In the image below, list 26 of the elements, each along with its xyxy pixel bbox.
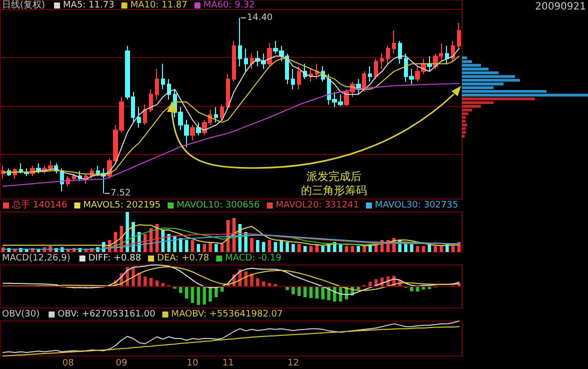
x-tick-label: 11 [222,358,234,368]
legend-label: MA60: 9.32 [203,0,255,10]
annotation: 7.52 [110,188,131,198]
x-tick-label: 10 [186,358,199,368]
legend-label: MAVOL30: 302735 [374,200,458,210]
annotation: 派发完成后 [306,170,362,183]
legend-label: DEA: +0.78 [157,254,210,264]
legend-label: OBV: +627053161.00 [58,310,156,320]
text: 20090921 [535,2,586,12]
chart-title: MACD(12,26,9) [2,254,70,264]
chart-title: 日线(复权) [2,0,46,10]
x-tick-label: 09 [116,358,128,368]
annotation: 的三角形筹码 [301,184,367,197]
legend-label: MAVOL20: 331241 [276,200,359,210]
chart-title: OBV(30) [2,310,40,320]
x-tick-label: 08 [62,358,74,368]
legend-label: MAVOL10: 300656 [176,200,260,210]
legend-label: DIFF: +0.88 [88,254,142,264]
legend-label: MA5: 11.73 [63,0,114,10]
legend-label: 总手 140146 [11,200,68,210]
annotation: 14.40 [246,12,273,23]
legend-label: MAVOL5: 202195 [83,200,161,210]
legend-label: MAOBV: +553641982.07 [171,310,283,320]
x-tick-label: 12 [287,358,299,368]
legend-label: MA10: 11.87 [130,0,188,10]
legend-label: MACD: -0.19 [225,254,282,264]
